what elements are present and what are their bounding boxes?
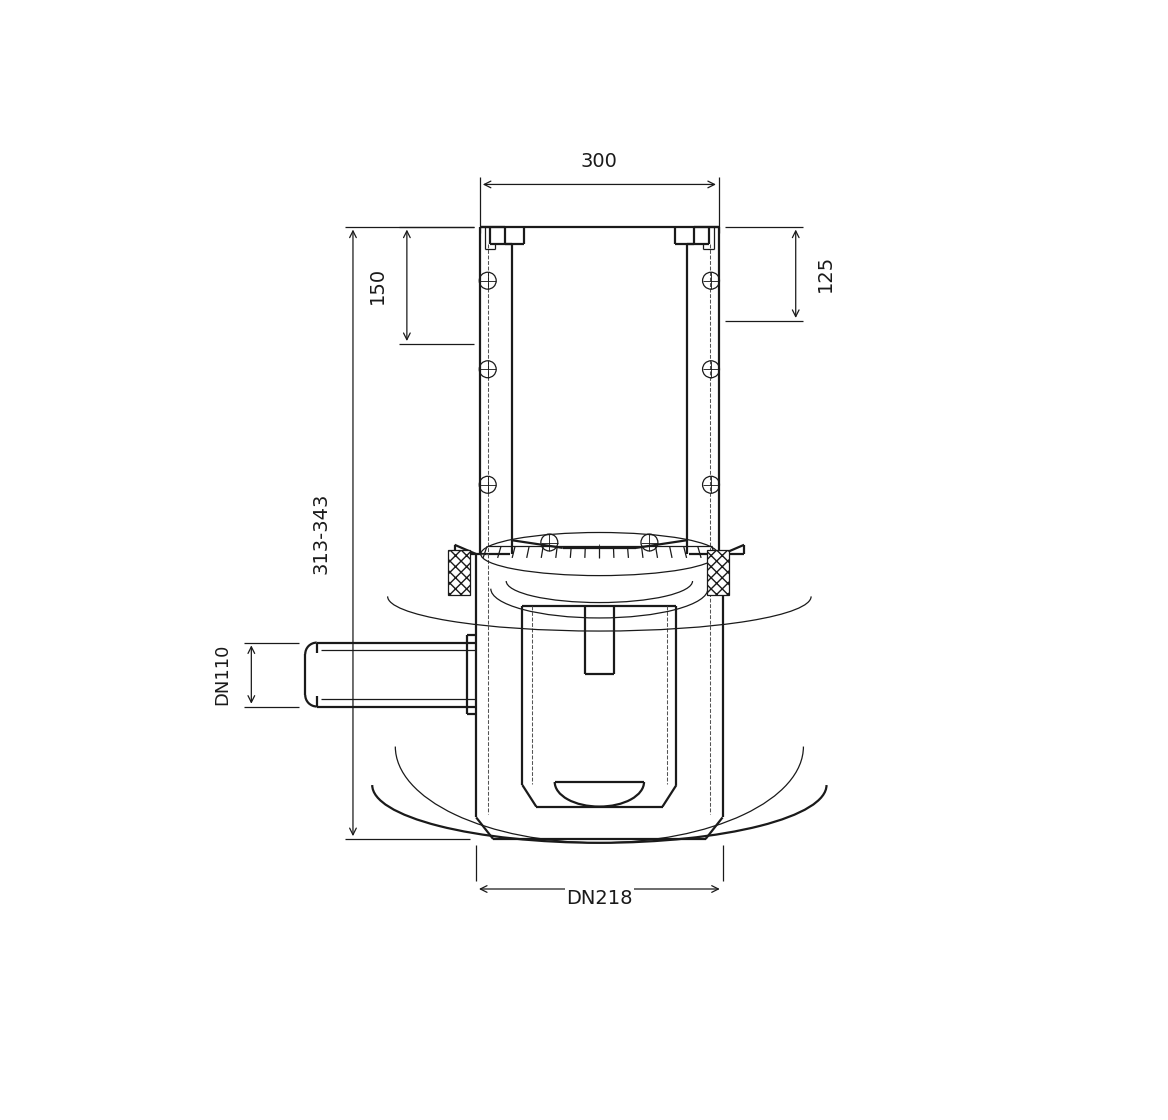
Text: 300: 300	[580, 151, 618, 170]
Text: 313-343: 313-343	[311, 492, 331, 573]
Bar	[707, 550, 729, 595]
Text: DN110: DN110	[213, 644, 231, 706]
Text: 150: 150	[368, 267, 387, 304]
Text: 125: 125	[815, 255, 834, 292]
Bar	[449, 550, 470, 595]
Text: DN218: DN218	[566, 889, 633, 908]
